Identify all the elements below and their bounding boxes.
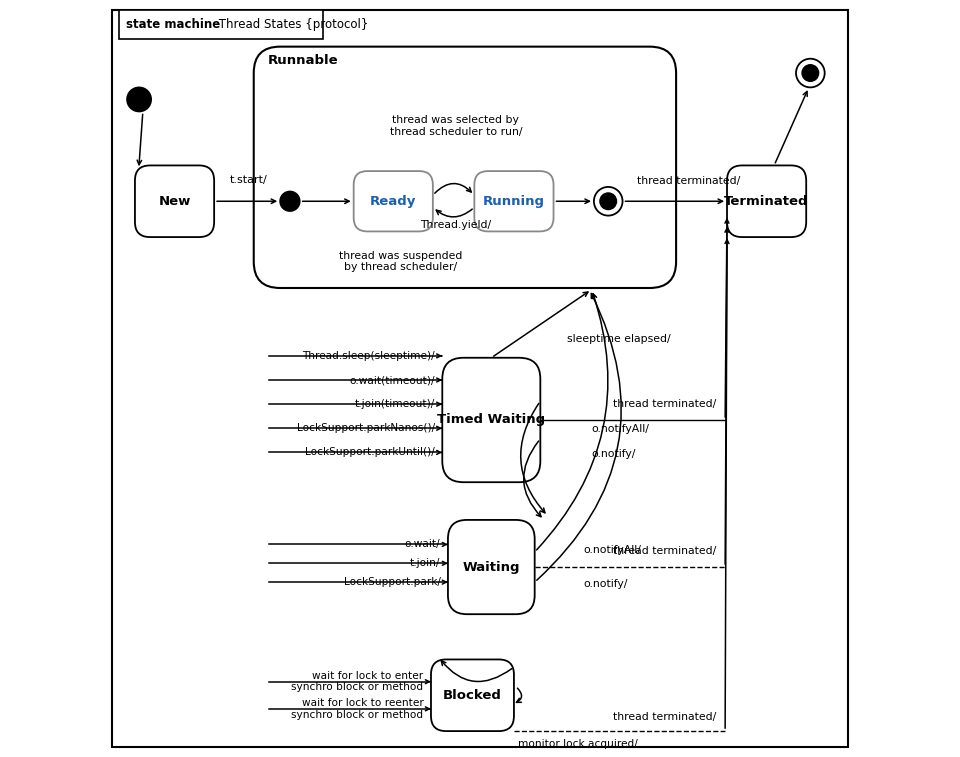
Text: sleeptime elapsed/: sleeptime elapsed/	[566, 334, 670, 344]
Text: Terminated: Terminated	[725, 195, 809, 207]
Text: state machine: state machine	[126, 18, 220, 31]
Text: Thread.sleep(sleeptime)/: Thread.sleep(sleeptime)/	[302, 351, 435, 361]
Text: New: New	[158, 195, 191, 207]
Text: Running: Running	[483, 195, 545, 207]
FancyBboxPatch shape	[135, 166, 214, 237]
Text: LockSupport.parkNanos()/: LockSupport.parkNanos()/	[297, 423, 435, 433]
Text: Blocked: Blocked	[443, 689, 502, 702]
Text: LockSupport.park/: LockSupport.park/	[344, 577, 441, 587]
Text: monitor lock acquired/: monitor lock acquired/	[517, 739, 637, 749]
Text: o.wait/: o.wait/	[405, 540, 441, 550]
FancyBboxPatch shape	[353, 171, 433, 232]
Circle shape	[594, 187, 622, 216]
Text: Runnable: Runnable	[267, 55, 338, 67]
Text: o.notify/: o.notify/	[584, 578, 628, 589]
FancyBboxPatch shape	[119, 11, 324, 39]
Text: t.start/: t.start/	[229, 175, 267, 185]
Text: LockSupport.parkUntil()/: LockSupport.parkUntil()/	[305, 447, 435, 457]
Text: thread terminated/: thread terminated/	[637, 176, 740, 186]
Text: o.notifyAll/: o.notifyAll/	[591, 424, 650, 434]
Text: Thread States {protocol}: Thread States {protocol}	[214, 18, 368, 31]
Circle shape	[127, 87, 151, 111]
FancyBboxPatch shape	[727, 166, 806, 237]
Text: Ready: Ready	[370, 195, 417, 207]
Text: Thread.yield/: Thread.yield/	[420, 220, 492, 230]
FancyBboxPatch shape	[431, 659, 514, 731]
Text: t.join(timeout)/: t.join(timeout)/	[354, 399, 435, 409]
FancyBboxPatch shape	[112, 11, 848, 746]
Text: o.wait(timeout)/: o.wait(timeout)/	[349, 375, 435, 385]
Text: o.notifyAll/: o.notifyAll/	[584, 546, 641, 556]
Text: thread was suspended
by thread scheduler/: thread was suspended by thread scheduler…	[339, 251, 463, 273]
Text: t.join/: t.join/	[410, 558, 441, 569]
Circle shape	[796, 59, 825, 87]
Text: wait for lock to reenter
synchro block or method: wait for lock to reenter synchro block o…	[291, 698, 423, 720]
Circle shape	[280, 192, 300, 211]
FancyBboxPatch shape	[448, 520, 535, 614]
Text: Timed Waiting: Timed Waiting	[437, 413, 545, 426]
Text: wait for lock to enter
synchro block or method: wait for lock to enter synchro block or …	[291, 671, 423, 693]
Text: Waiting: Waiting	[463, 560, 520, 574]
FancyBboxPatch shape	[253, 47, 676, 288]
Text: thread terminated/: thread terminated/	[613, 712, 716, 722]
Text: thread terminated/: thread terminated/	[613, 547, 716, 556]
Text: o.notify/: o.notify/	[591, 449, 636, 459]
Circle shape	[802, 65, 819, 81]
Circle shape	[600, 193, 616, 210]
Text: thread terminated/: thread terminated/	[613, 400, 716, 410]
FancyBboxPatch shape	[474, 171, 554, 232]
Text: thread was selected by
thread scheduler to run/: thread was selected by thread scheduler …	[390, 115, 522, 136]
FancyBboxPatch shape	[443, 358, 540, 482]
